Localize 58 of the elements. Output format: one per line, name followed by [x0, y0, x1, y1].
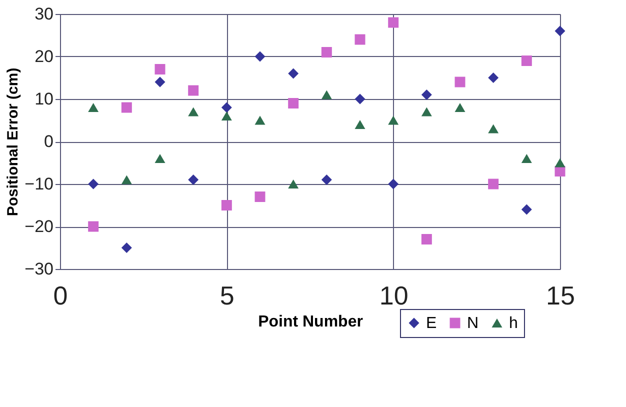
- point: [121, 102, 132, 113]
- point: [354, 94, 366, 104]
- point: [488, 72, 499, 83]
- point: [521, 154, 532, 164]
- point: [188, 107, 199, 116]
- x-tick-label: 10: [379, 280, 408, 310]
- point: [254, 51, 266, 62]
- point: [188, 174, 199, 185]
- point: [154, 154, 166, 164]
- point: [88, 102, 99, 112]
- y-axis-title: Positional Error (cm): [4, 68, 22, 216]
- y-tick-label: −20: [24, 217, 54, 236]
- y-tick-label: 20: [34, 47, 54, 66]
- point: [254, 116, 266, 125]
- point: [554, 26, 566, 36]
- point: [221, 111, 232, 121]
- point: [421, 90, 432, 100]
- point: [554, 158, 566, 168]
- y-tick-label: 0: [44, 132, 54, 151]
- point: [321, 47, 332, 58]
- x-tick-label: 5: [220, 280, 234, 310]
- point: [221, 200, 232, 210]
- y-tick-label: −30: [24, 260, 54, 278]
- point: [288, 98, 299, 108]
- point: [321, 90, 332, 100]
- point: [121, 242, 132, 253]
- y-tick-label: 10: [34, 90, 54, 108]
- x-axis-title: Point Number: [258, 314, 363, 330]
- point: [221, 102, 232, 113]
- point: [521, 56, 532, 66]
- point: [454, 102, 466, 112]
- legend-label: N: [467, 315, 479, 332]
- point: [354, 34, 366, 45]
- point: [354, 120, 366, 130]
- point: [421, 234, 432, 244]
- point: [488, 178, 499, 190]
- point: [88, 178, 99, 190]
- point: [321, 174, 332, 185]
- point: [88, 221, 99, 232]
- point: [188, 85, 199, 96]
- point: [521, 204, 532, 215]
- point: [121, 175, 132, 184]
- y-tick-label: 30: [34, 4, 54, 24]
- point: [454, 76, 466, 88]
- point: [254, 192, 266, 202]
- point: [388, 17, 399, 28]
- point: [488, 124, 499, 134]
- x-tick-label: 15: [546, 280, 575, 310]
- legend-label: h: [509, 315, 518, 332]
- legend-label: E: [426, 315, 437, 332]
- point: [421, 107, 432, 116]
- point: [288, 68, 299, 79]
- point: [154, 64, 166, 74]
- point: [388, 178, 399, 190]
- point: [288, 179, 299, 189]
- point: [154, 76, 166, 88]
- y-tick-label: −10: [24, 174, 54, 194]
- point: [388, 116, 399, 125]
